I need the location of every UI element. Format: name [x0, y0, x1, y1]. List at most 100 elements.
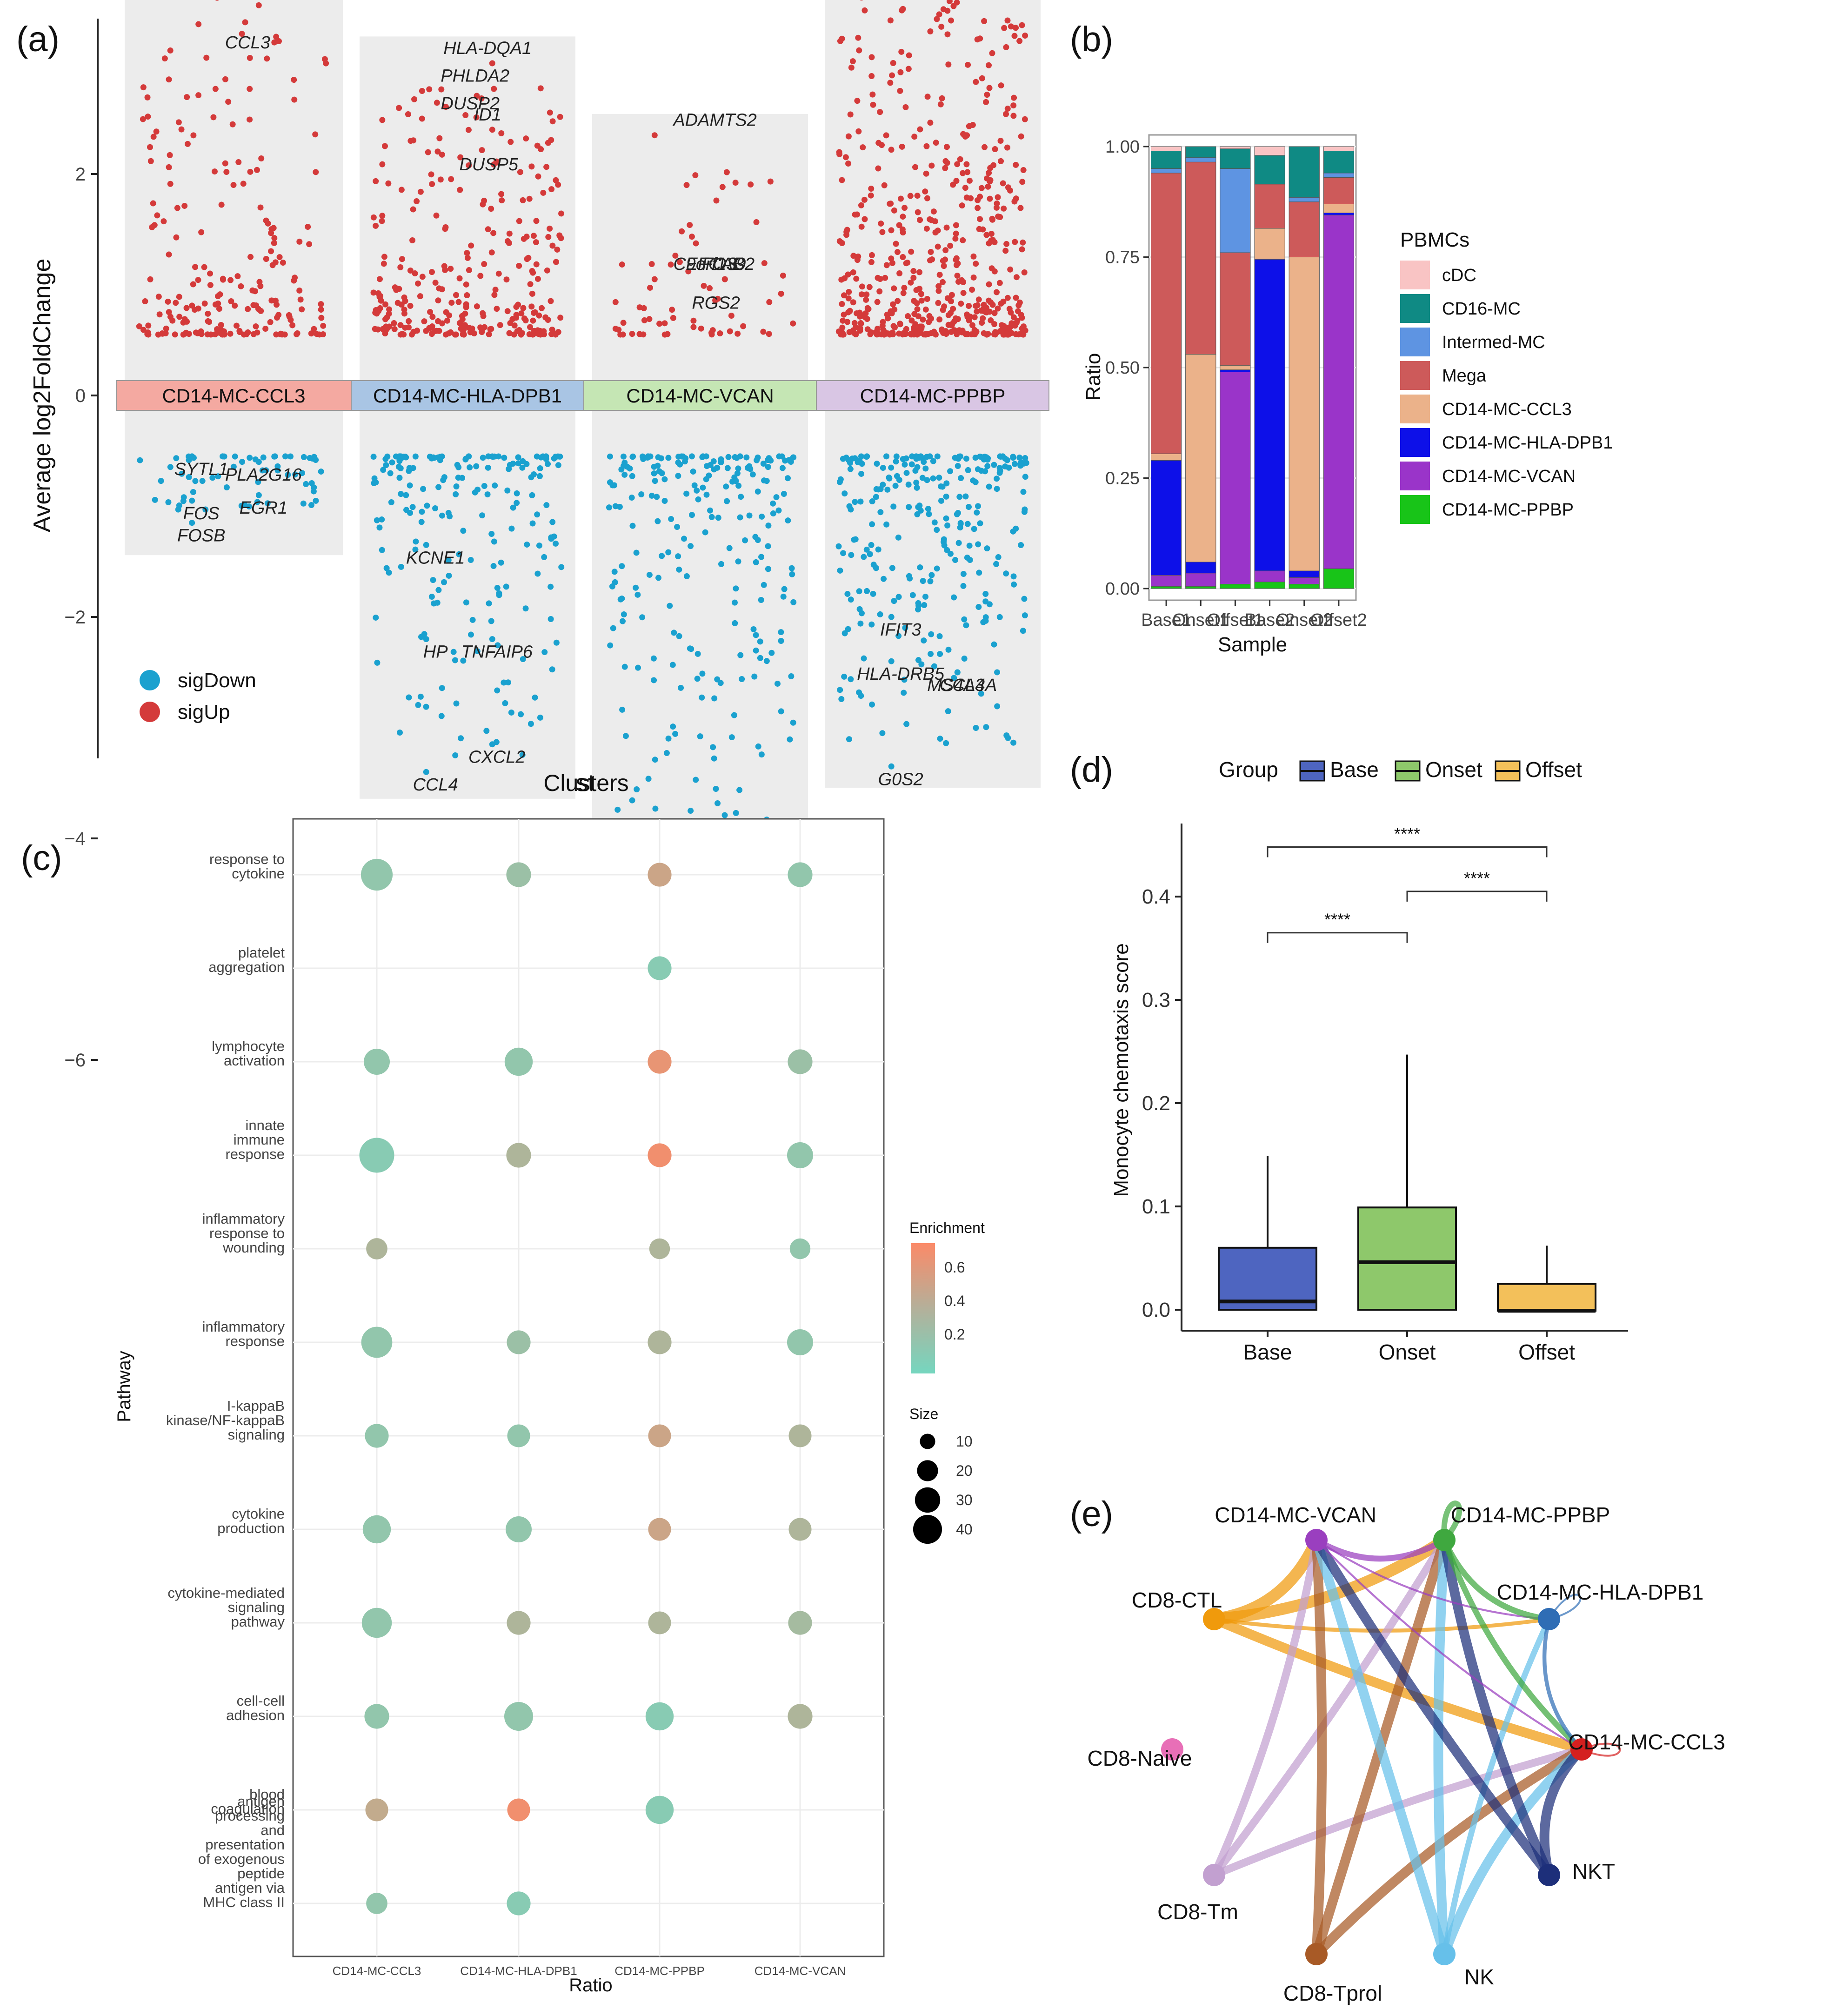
c-pathway-label: and: [260, 1822, 285, 1838]
c-dot: [364, 1049, 390, 1075]
a-labeled-gene-point: [255, 459, 262, 465]
a-sigup-point: [275, 312, 282, 318]
a-gene-label-up: EFCAB2: [686, 255, 755, 274]
a-sigup-point: [850, 269, 856, 275]
a-sigdown-point: [629, 797, 635, 804]
a-sigup-point: [1004, 295, 1011, 301]
e-edge: [1313, 1537, 1448, 1562]
a-sigup-point: [841, 292, 847, 299]
a-sigup-point: [1004, 106, 1011, 112]
a-sigup-point: [723, 169, 730, 175]
a-sigup-point: [661, 331, 668, 338]
a-sigdown-point: [538, 454, 544, 461]
a-sigup-point: [629, 331, 635, 337]
e-node-label: CD14-MC-CCL3: [1568, 1730, 1725, 1754]
a-sigup-point: [145, 114, 151, 120]
a-sigup-point: [229, 121, 236, 127]
a-sigup-point: [917, 217, 923, 223]
a-sigdown-point: [713, 786, 719, 792]
a-sigup-point: [205, 310, 211, 317]
b-bar-segment: [1185, 354, 1216, 563]
a-sigdown-point: [419, 509, 425, 515]
a-sigup-point: [922, 188, 928, 195]
a-sigdown-point: [840, 455, 846, 462]
a-sigup-point: [935, 283, 942, 289]
a-sigup-point: [381, 143, 388, 149]
a-sigup-point: [933, 140, 939, 146]
a-sigdown-point: [689, 512, 695, 518]
a-sigup-point: [854, 211, 861, 218]
a-sigup-point: [854, 98, 861, 104]
a-sigdown-point: [785, 517, 791, 524]
panel-letter-d: (d): [1070, 750, 1113, 790]
a-sigdown-point: [963, 455, 969, 462]
a-sigup-point: [615, 327, 622, 333]
a-sigup-point: [767, 178, 774, 185]
a-sigdown-point: [943, 480, 950, 487]
a-sigup-point: [868, 54, 875, 60]
a-sigup-point: [220, 275, 226, 282]
a-sigdown-point: [733, 585, 739, 592]
a-sigup-point: [373, 222, 379, 229]
a-sigdown-point: [922, 593, 928, 600]
a-sigup-point: [766, 331, 772, 337]
a-sigup-point: [983, 331, 990, 338]
a-sigup-point: [960, 131, 967, 137]
a-sigdown-point: [687, 645, 693, 652]
a-sigdown-point: [454, 462, 461, 468]
a-sigup-point: [964, 331, 971, 337]
a-sigup-point: [858, 320, 864, 327]
a-sigup-point: [1019, 315, 1025, 321]
a-sigup-point: [988, 230, 995, 237]
a-sigup-point: [698, 325, 704, 332]
a-sigup-point: [969, 287, 975, 293]
a-sigdown-point: [1020, 489, 1027, 495]
a-sigdown-point: [751, 673, 758, 680]
a-sigup-point: [142, 298, 148, 305]
a-sigup-point: [549, 242, 556, 249]
a-gene-label-up: C9orf139: [673, 255, 746, 274]
a-sigup-point: [504, 308, 511, 315]
a-sigup-point: [238, 283, 244, 289]
a-sigup-point: [531, 310, 537, 316]
a-sigup-point: [661, 320, 668, 327]
a-sigup-point: [868, 252, 875, 258]
a-sigup-point: [915, 209, 921, 215]
c-dot: [648, 1330, 672, 1354]
a-sigdown-point: [742, 537, 748, 543]
a-sigup-point: [464, 255, 471, 261]
a-sigdown-point: [648, 492, 655, 499]
b-bar-segment: [1289, 577, 1320, 584]
a-sigdown-point: [957, 521, 964, 527]
a-sigdown-point: [782, 457, 788, 464]
a-sigdown-point: [460, 528, 467, 534]
a-sigup-point: [974, 302, 981, 308]
a-sigdown-point: [781, 490, 787, 497]
a-sigdown-point: [837, 567, 843, 574]
c-dot: [788, 1518, 812, 1541]
a-sigup-point: [543, 164, 550, 170]
a-sigdown-point: [961, 656, 968, 662]
a-sigup-point: [922, 331, 929, 338]
a-sigup-point: [964, 169, 971, 175]
a-sigup-point: [375, 308, 382, 314]
b-bar-segment: [1150, 168, 1182, 174]
b-legend-swatch: [1400, 428, 1430, 457]
a-sigup-point: [1022, 116, 1028, 122]
a-sigdown-point: [909, 592, 916, 598]
a-sigup-point: [1002, 248, 1009, 254]
b-bar-segment: [1323, 177, 1355, 204]
a-sigdown-point: [463, 599, 469, 606]
a-sigdown-point: [982, 590, 989, 597]
e-node: [1433, 1943, 1456, 1965]
a-sigdown-point: [895, 594, 902, 600]
a-sigup-point: [181, 316, 188, 322]
a-sigup-point: [890, 301, 896, 308]
a-sigdown-point: [700, 484, 706, 491]
c-dot: [649, 1238, 670, 1259]
a-sigdown-point: [552, 454, 559, 460]
c-dot: [788, 1704, 813, 1729]
a-sigdown-point: [913, 479, 920, 486]
a-sigup-point: [1007, 324, 1014, 330]
a-sigdown-point: [190, 489, 196, 495]
